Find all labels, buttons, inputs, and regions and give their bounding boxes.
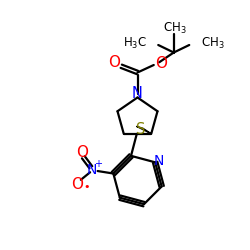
Text: O: O bbox=[108, 55, 120, 70]
Text: CH$_3$: CH$_3$ bbox=[201, 36, 224, 51]
Text: O: O bbox=[155, 56, 167, 71]
Text: CH$_3$: CH$_3$ bbox=[163, 21, 187, 36]
Text: H$_3$C: H$_3$C bbox=[123, 36, 147, 51]
Text: N: N bbox=[154, 154, 164, 168]
Text: +: + bbox=[94, 159, 102, 169]
Text: O: O bbox=[76, 145, 88, 160]
Text: N: N bbox=[132, 86, 143, 100]
Text: S: S bbox=[136, 122, 146, 137]
Text: N: N bbox=[87, 163, 97, 177]
Text: •: • bbox=[84, 182, 90, 192]
Polygon shape bbox=[136, 126, 151, 134]
Text: O: O bbox=[71, 177, 83, 192]
